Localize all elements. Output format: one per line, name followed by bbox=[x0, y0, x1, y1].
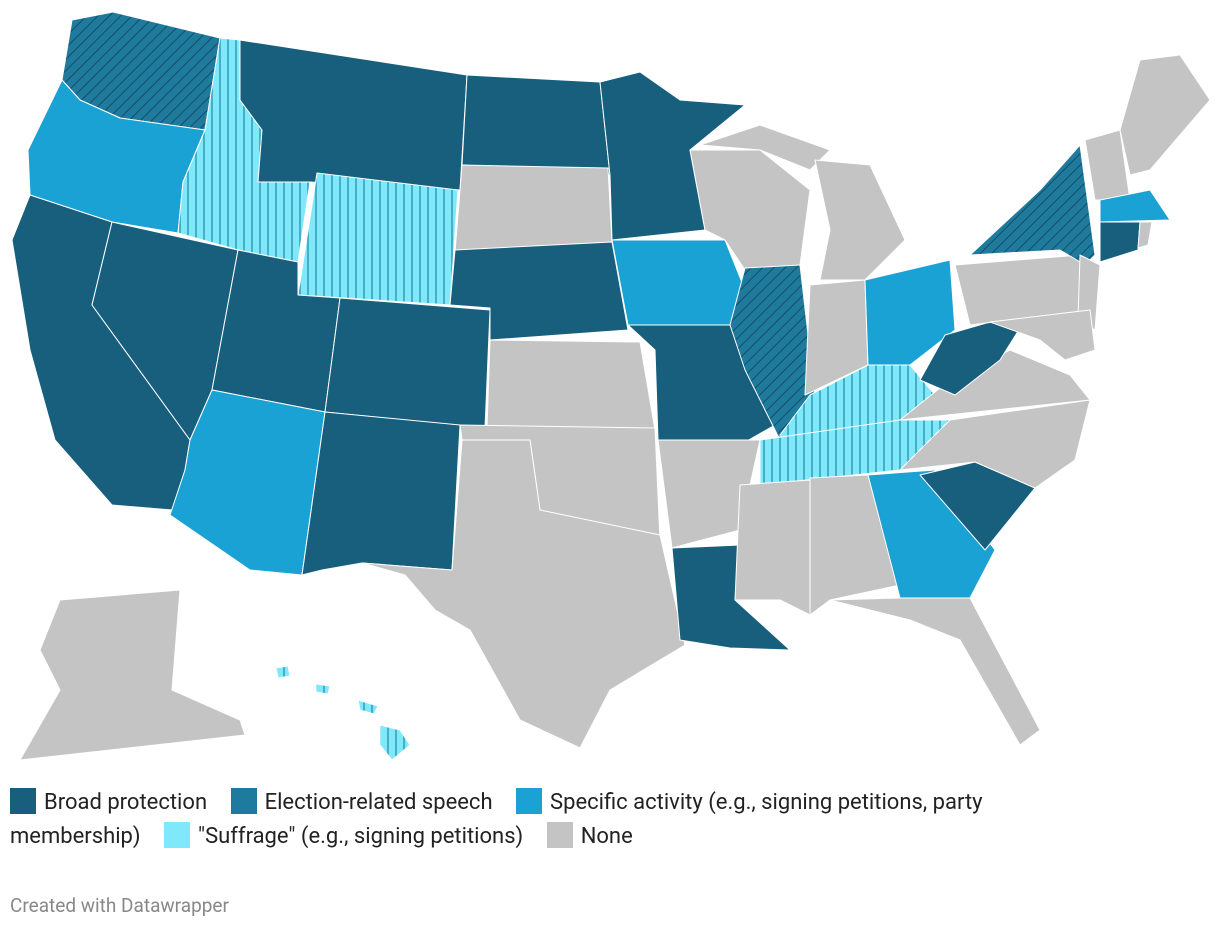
state bbox=[486, 339, 656, 431]
state bbox=[357, 699, 379, 715]
legend-swatch bbox=[164, 822, 191, 848]
state bbox=[734, 479, 811, 616]
state bbox=[297, 172, 459, 306]
state bbox=[379, 724, 411, 761]
legend: Broad protection Election-related speech… bbox=[10, 786, 1070, 854]
state bbox=[611, 239, 746, 326]
states bbox=[11, 11, 1211, 761]
state bbox=[454, 164, 613, 253]
state bbox=[315, 683, 331, 695]
state bbox=[1119, 54, 1211, 176]
legend-label: Broad protection bbox=[44, 790, 208, 815]
legend-label: None bbox=[580, 824, 633, 849]
state bbox=[19, 589, 246, 761]
state bbox=[969, 144, 1096, 266]
state bbox=[829, 597, 1041, 746]
legend-label: Specific activity (e.g., signing petitio… bbox=[10, 790, 983, 849]
legend-swatch bbox=[546, 822, 573, 848]
state bbox=[899, 399, 1091, 489]
state bbox=[461, 74, 611, 176]
legend-item: None bbox=[546, 822, 633, 849]
legend-swatch bbox=[10, 788, 36, 814]
legend-item: "Suffrage" (e.g., signing petitions) bbox=[164, 822, 524, 849]
legend-item: Broad protection bbox=[10, 788, 208, 815]
footer: Created with Datawrapper bbox=[10, 894, 229, 917]
state bbox=[867, 469, 996, 599]
state bbox=[814, 159, 906, 281]
state bbox=[864, 259, 956, 366]
state bbox=[275, 665, 291, 679]
state bbox=[1099, 221, 1141, 263]
legend-swatch bbox=[516, 788, 543, 814]
legend-item: Specific activity (e.g., signing petitio… bbox=[10, 788, 983, 849]
legend-label: Election-related speech bbox=[264, 790, 493, 815]
state bbox=[361, 439, 686, 749]
legend-item: Election-related speech bbox=[230, 788, 493, 815]
legend-swatch bbox=[230, 788, 257, 814]
state bbox=[239, 39, 468, 191]
legend-label: "Suffrage" (e.g., signing petitions) bbox=[198, 824, 524, 849]
state bbox=[301, 411, 461, 576]
state bbox=[1099, 189, 1171, 223]
state bbox=[989, 309, 1096, 361]
us-map bbox=[11, 11, 1211, 761]
state bbox=[1137, 221, 1153, 249]
state bbox=[324, 297, 491, 429]
